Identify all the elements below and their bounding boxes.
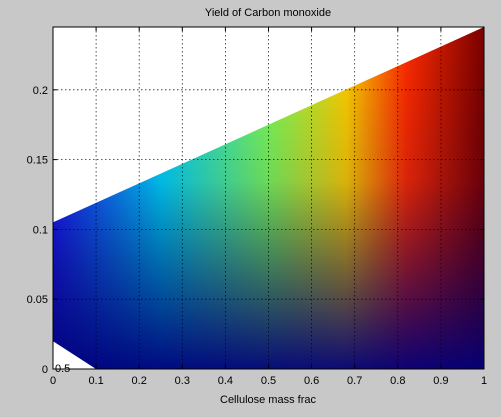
x-tick-label: 1	[481, 375, 487, 387]
x-tick-label: 0	[50, 375, 56, 387]
y-tick-label: 0.05	[27, 294, 48, 306]
corner-label: 0.5	[55, 363, 70, 375]
x-tick-label: 0.5	[261, 375, 276, 387]
x-tick-label: 0.1	[88, 375, 103, 387]
x-tick-label: 0.8	[390, 375, 405, 387]
x-tick-label: 0.9	[433, 375, 448, 387]
x-tick-label: 0.3	[175, 375, 190, 387]
x-tick-label: 0.6	[304, 375, 319, 387]
chart-title: Yield of Carbon monoxide	[205, 7, 331, 19]
grid	[53, 27, 484, 369]
y-tick-label: 0.2	[33, 85, 48, 97]
x-tick-label: 0.2	[132, 375, 147, 387]
x-tick-label: 0.4	[218, 375, 233, 387]
ticks: 0 0.1 0.2 0.3 0.4 0.5 0.6 0.7 0.8 0.9 1 0 0.05 0.1 0.1…	[27, 27, 487, 387]
x-axis-label: Cellulose mass frac	[220, 394, 316, 406]
y-tick-label: 0	[42, 364, 48, 376]
y-tick-label: 0.1	[33, 224, 48, 236]
x-tick-label: 0.7	[347, 375, 362, 387]
y-tick-label: 0.15	[27, 155, 48, 167]
